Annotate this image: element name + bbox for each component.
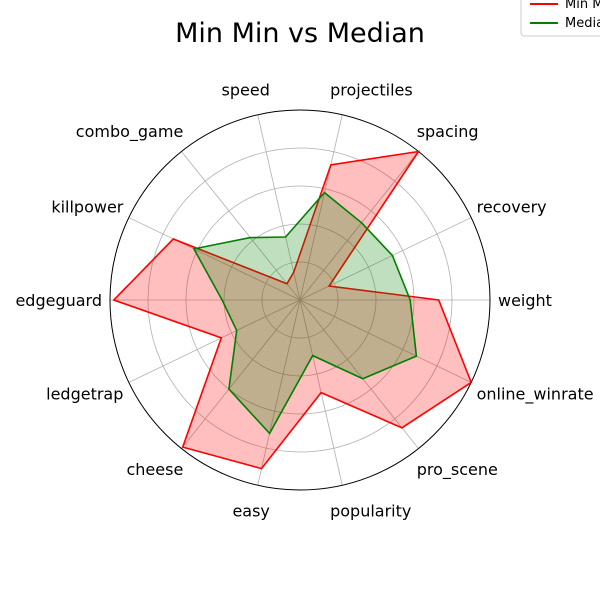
legend-box [520,0,600,37]
grid-spoke-8 [128,299,301,383]
category-label-edgeguard: edgeguard [15,291,102,310]
radar-series [112,150,473,470]
category-label-spacing: spacing [417,122,479,141]
legend: Min Min Median [520,0,600,37]
category-label-online_winrate: online_winrate [477,385,594,405]
legend-label-series-0: Min Min [565,0,600,12]
category-label-weight: weight [498,291,552,310]
outer-frame [109,109,491,491]
chart-title: Min Min vs Median [175,18,425,49]
category-label-popularity: popularity [330,502,411,521]
grid-spoke-2 [299,151,419,301]
grid-spoke-12 [299,299,419,449]
grid-spoke-3 [299,114,343,301]
category-labels: weight recovery spacing projectiles speed com… [15,80,593,520]
category-label-combo_game: combo_game [76,122,184,142]
category-label-cheese: cheese [126,460,183,479]
grid-spoke-13 [299,299,472,383]
grid-spoke-4 [257,114,301,301]
category-label-easy: easy [232,502,269,521]
category-label-ledgetrap: ledgetrap [46,385,123,404]
grid-spoke-10 [257,299,301,486]
grid-spoke-9 [181,299,301,449]
category-label-killpower: killpower [51,197,123,216]
category-label-projectiles: projectiles [330,80,413,99]
category-label-pro_scene: pro_scene [417,460,498,480]
grid-spoke-5 [181,151,301,301]
category-label-speed: speed [222,80,270,99]
grid-spoke-6 [128,217,301,301]
category-label-recovery: recovery [477,197,547,216]
radar-grid [109,109,491,491]
legend-label-series-1: Median [565,16,600,31]
